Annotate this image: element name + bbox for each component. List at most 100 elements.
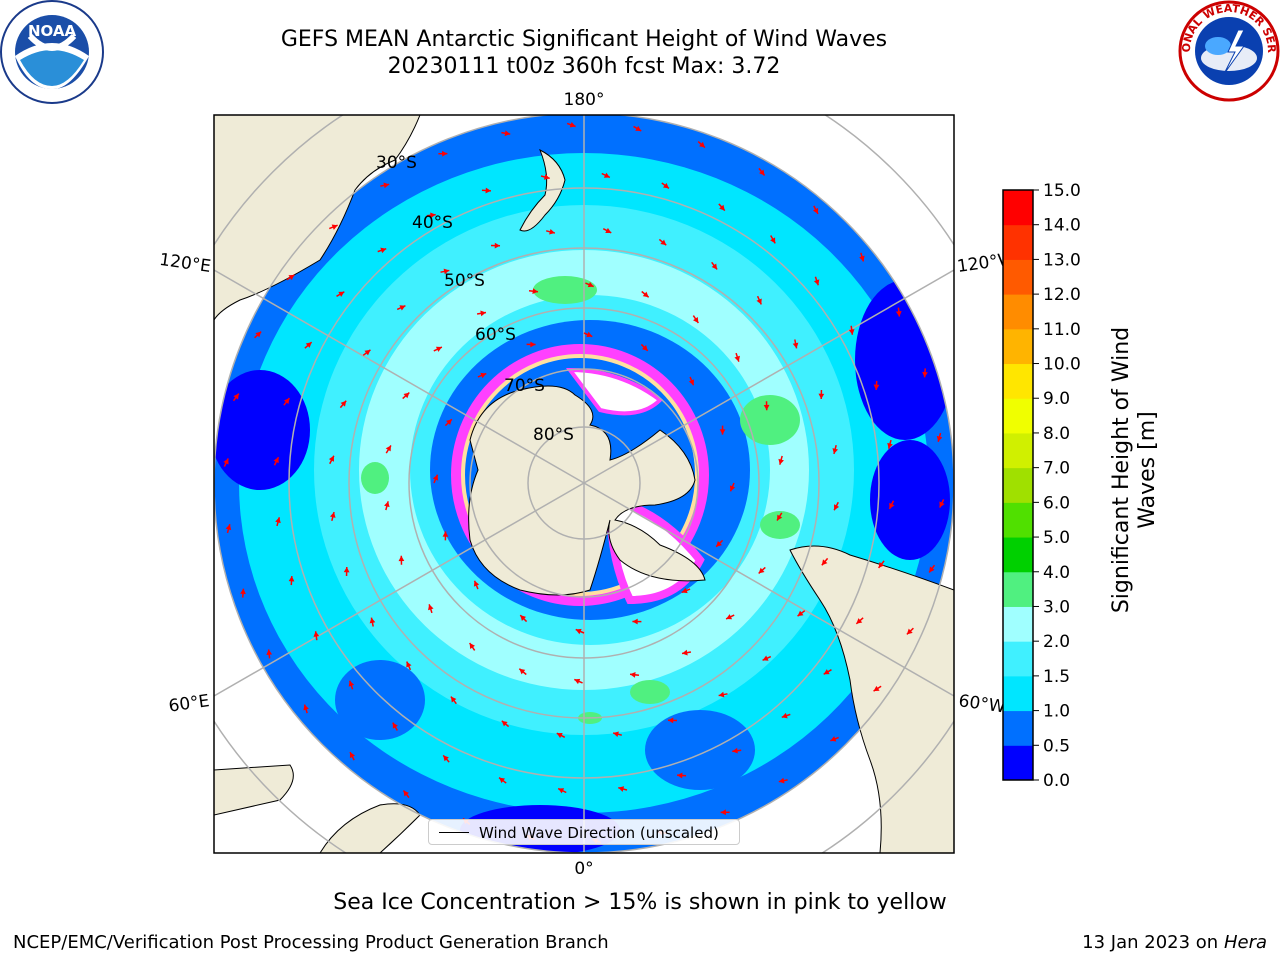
wind-arrow-head <box>530 341 536 348</box>
colorbar-swatches <box>1003 190 1033 781</box>
map-frame <box>213 114 955 854</box>
wind-arrow-head <box>480 310 486 317</box>
lon-label-120e: 120°E <box>158 250 212 277</box>
footer-machine: Hera <box>1223 932 1267 953</box>
wind-arrow-head <box>632 618 638 625</box>
wind-arrow-head <box>432 474 439 481</box>
wind-arrow-head <box>501 720 508 727</box>
colorbar-tick-label: 12.0 <box>1043 285 1081 305</box>
wind-arrow-head <box>273 457 279 464</box>
longitude-grid <box>214 115 954 853</box>
wind-arrow-head <box>660 239 667 246</box>
wind-arrow-head <box>520 615 527 621</box>
wind-arrow-head <box>763 404 770 411</box>
wind-arrow-head <box>759 169 765 176</box>
wind-arrow-head <box>288 274 295 281</box>
wind-arrow-head <box>369 617 376 624</box>
wind-arrow-head <box>575 628 582 635</box>
wind-arrow-head <box>848 329 855 335</box>
colorbar-tick-label: 6.0 <box>1043 493 1070 513</box>
wind-arrow-head <box>275 517 281 524</box>
wind-arrow-head <box>494 242 501 249</box>
wind-arrow-head <box>340 400 347 407</box>
wind-arrow-head <box>929 566 935 573</box>
sea-ice-note: Sea Ice Concentration > 15% is shown in … <box>333 890 947 915</box>
wind-arrow-head <box>630 671 636 678</box>
colorbar-swatch <box>1003 224 1033 260</box>
lon-label-60e: 60°E <box>167 691 210 716</box>
wind-arrow-head <box>331 224 338 230</box>
colorbar-tick-label: 0.0 <box>1043 771 1070 790</box>
wind-arrow-head <box>756 298 762 305</box>
colorbar-swatch <box>1003 190 1033 226</box>
colorbar-tick-label: 1.5 <box>1043 667 1070 687</box>
colorbar-tick-label: 9.0 <box>1043 389 1070 409</box>
wind-arrow-head <box>442 531 449 537</box>
wind-arrow-head <box>343 566 350 573</box>
wind-arrow-head <box>642 291 649 298</box>
wind-arrow-head <box>667 717 674 724</box>
wind-arrow-head <box>574 678 581 685</box>
colorbar-swatch <box>1003 328 1033 365</box>
wind-arrow-head <box>349 752 356 759</box>
noaa-logo: NOAA <box>0 0 104 104</box>
wind-arrow-head <box>681 587 688 594</box>
wind-arrow-head <box>699 141 705 148</box>
wind-arrow-head <box>792 342 799 349</box>
wind-arrow-head <box>504 130 511 137</box>
wind-arrow-head <box>255 331 262 338</box>
wind-arrow-head <box>430 212 436 219</box>
colorbar-ticks: 0.0 0.5 1.0 1.5 2.0 3.0 4.0 5.0 6.0 7.0 8.0 9.0 10.0… <box>1033 181 1081 790</box>
lat-label-50s: 50°S <box>444 271 485 291</box>
colorbar-tick-label: 8.0 <box>1043 424 1070 444</box>
wind-arrow-head <box>823 669 830 675</box>
wind-arrow-head <box>889 502 895 509</box>
wind-arrow-head <box>399 305 406 311</box>
wind-arrow-head <box>283 398 290 404</box>
wind-arrow-head <box>732 747 738 754</box>
colorbar-swatch <box>1003 432 1033 469</box>
wind-arrow-head <box>380 247 387 254</box>
colorbar-tick-label: 14.0 <box>1043 216 1081 236</box>
wind-arrow-head <box>532 288 538 295</box>
wind-arrow-head <box>778 458 784 465</box>
colorbar-tick-label: 2.0 <box>1043 632 1070 652</box>
colorbar-swatch <box>1003 259 1033 295</box>
wind-arrow-head <box>329 512 336 518</box>
wind-arrow-head <box>556 733 563 739</box>
title-line-2: 20230111 t00z 360h fcst Max: 3.72 <box>387 54 781 79</box>
africa-land-2 <box>319 803 421 853</box>
wind-arrow-head <box>469 643 475 649</box>
colorbar-tick-label: 13.0 <box>1043 250 1081 270</box>
lon-label-0: 0° <box>574 859 593 879</box>
wind-arrow-head <box>403 392 410 399</box>
colorbar-tick-label: 5.0 <box>1043 528 1070 548</box>
wind-arrow-head <box>442 150 448 157</box>
wind-arrow-head <box>635 125 642 132</box>
wind-arrow-head <box>859 255 865 262</box>
wind-arrow-head <box>499 777 505 784</box>
wind-arrow-head <box>558 788 565 794</box>
lat-label-30s: 30°S <box>376 153 417 173</box>
wind-arrow-head <box>762 655 769 661</box>
colorbar-swatch <box>1003 398 1033 434</box>
lat-label-60s: 60°S <box>475 325 516 345</box>
wind-arrow-head <box>313 631 320 637</box>
wind-arrow-head <box>641 345 648 351</box>
colorbar-frame <box>1002 189 1034 781</box>
colorbar-swatch <box>1003 363 1033 399</box>
colorbar-swatch <box>1003 745 1033 781</box>
wind-arrow-head <box>832 448 839 454</box>
wind-arrow-head <box>887 442 893 449</box>
wind-arrow-head <box>716 540 722 547</box>
wind-arrow-head <box>906 628 913 635</box>
wind-arrow-head <box>587 281 594 288</box>
colorbar-tick-label: 7.0 <box>1043 459 1070 479</box>
colorbar-tick-label: 0.5 <box>1043 736 1070 756</box>
wind-arrow-head <box>398 555 405 562</box>
wind-arrow-head <box>711 263 718 270</box>
wind-arrow-head <box>718 691 725 698</box>
wind-arrow-head <box>856 618 863 624</box>
wind-arrow-head <box>406 661 412 668</box>
